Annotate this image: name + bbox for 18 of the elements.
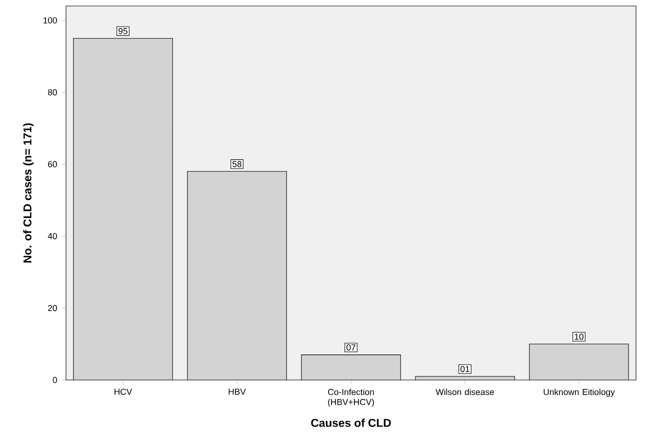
- x-tick-label: HBV: [228, 388, 246, 395]
- y-tick-label: 80: [48, 89, 57, 96]
- data-label: 58: [232, 161, 242, 168]
- x-tick-label: Unknown Eitiology: [544, 388, 615, 397]
- y-tick-label: 100: [44, 17, 57, 24]
- y-axis-title: No. of CLD cases (n= 171): [23, 123, 34, 263]
- x-tick-label: HCV: [114, 388, 132, 395]
- data-label: 10: [574, 334, 584, 340]
- data-label: 95: [118, 28, 128, 34]
- data-label: 01: [460, 366, 470, 372]
- x-axis-title: Causes of CLD: [311, 418, 391, 427]
- y-tick-label: 60: [48, 161, 57, 168]
- y-tick-label: 20: [48, 305, 57, 312]
- data-label: 07: [346, 344, 356, 351]
- y-tick-label: 40: [48, 233, 57, 240]
- y-tick-label: 0: [52, 376, 57, 384]
- x-tick-label: Co-Infection (HBV+HCV): [328, 388, 374, 407]
- x-tick-label: Wilson disease: [436, 388, 494, 396]
